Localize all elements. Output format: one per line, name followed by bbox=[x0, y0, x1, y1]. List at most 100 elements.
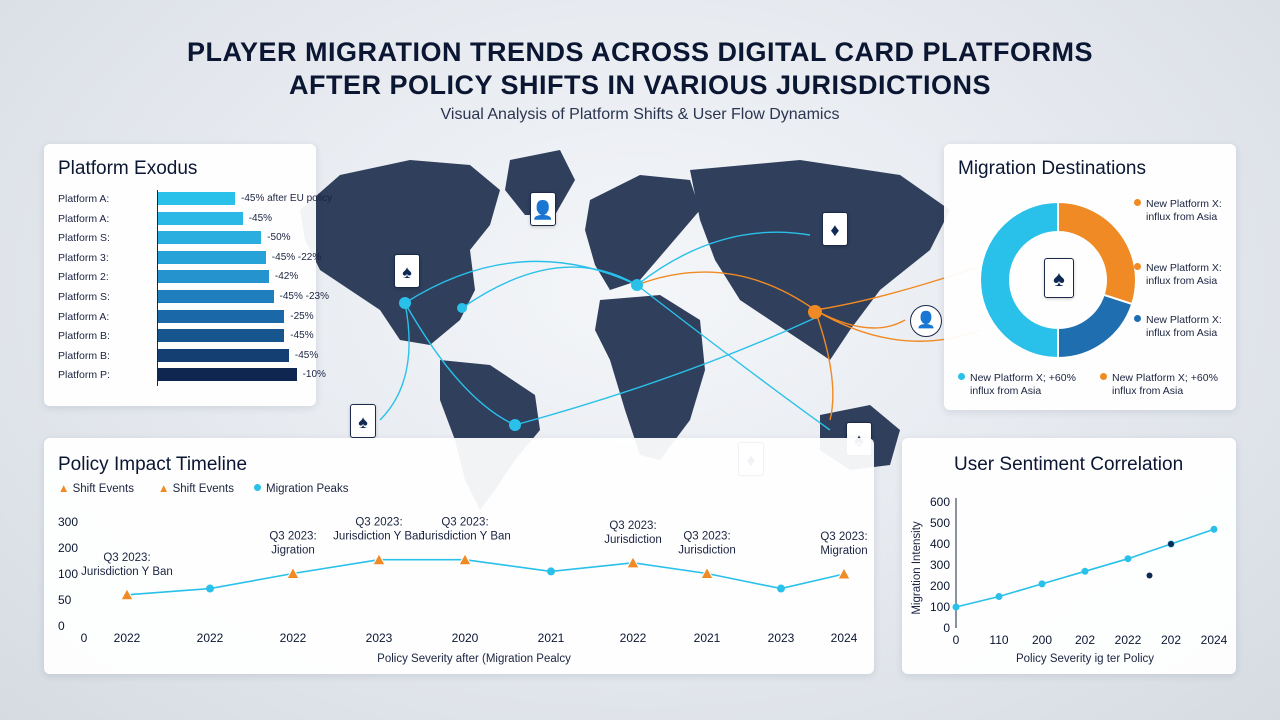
flow-line bbox=[379, 302, 410, 421]
flow-line bbox=[636, 284, 831, 431]
annotation-label: Jurisdiction bbox=[678, 544, 736, 556]
exodus-bar bbox=[158, 250, 266, 264]
exodus-row: Platform B: -45% bbox=[44, 327, 316, 345]
legend-text: New Platform X: bbox=[1146, 262, 1222, 274]
x-tick-label: 2021 bbox=[538, 631, 565, 645]
exodus-value-label: -42% bbox=[274, 271, 299, 283]
exodus-bar bbox=[158, 368, 297, 382]
legend-text: New Platform X: bbox=[1146, 198, 1222, 210]
x-tick-label: 200 bbox=[1032, 633, 1052, 647]
exodus-title: Platform Exodus bbox=[58, 158, 198, 179]
legend-swatch bbox=[1134, 263, 1141, 270]
legend-swatch bbox=[1134, 199, 1141, 206]
flow-line bbox=[404, 260, 638, 304]
shift-event-marker bbox=[700, 566, 714, 579]
x-tick-label: 2022 bbox=[197, 631, 224, 645]
legend-text: influx from Asia bbox=[1146, 211, 1218, 223]
trend-point bbox=[995, 593, 1003, 600]
y-tick-label: 200 bbox=[58, 541, 78, 555]
exodus-bar bbox=[158, 309, 285, 323]
x-tick-label: 110 bbox=[989, 633, 1008, 647]
annotation-label: Jurisdiction bbox=[604, 534, 662, 546]
x-tick-label: 2022 bbox=[114, 631, 141, 645]
legend-text: influx from Asia bbox=[970, 385, 1042, 397]
x-tick-label: 2021 bbox=[694, 631, 721, 645]
exodus-category-label: Platform S: bbox=[58, 232, 110, 245]
x-tick-label: 2020 bbox=[452, 631, 479, 645]
legend-text: influx from Asia bbox=[1146, 327, 1218, 339]
exodus-bar bbox=[158, 211, 243, 225]
x-tick-label: 2022 bbox=[280, 631, 307, 645]
hub-glow bbox=[399, 297, 411, 309]
exodus-value-label: -45% bbox=[248, 212, 273, 224]
scatter-point bbox=[1168, 541, 1174, 547]
timeline-chart: 300 200 100 50 0 0 2022 2022 2022 2023 2020 2021 202… bbox=[58, 515, 868, 665]
exodus-row: Platform S: -45% -23% bbox=[44, 288, 329, 306]
legend-shift-events: ▲ Shift Events bbox=[58, 483, 134, 495]
exodus-category-label: Platform B: bbox=[58, 330, 110, 343]
legend-text: New Platform X: bbox=[1146, 314, 1222, 326]
y-tick-label: 300 bbox=[930, 558, 950, 572]
y-tick-label: 300 bbox=[58, 515, 78, 529]
timeline-title: Policy Impact Timeline bbox=[58, 454, 248, 475]
exodus-row: Platform A: -25% bbox=[44, 308, 316, 326]
shift-event-marker bbox=[372, 552, 386, 566]
exodus-category-label: Platform 2: bbox=[58, 271, 109, 284]
flow-line bbox=[636, 271, 816, 311]
shift-event-marker bbox=[286, 566, 300, 579]
annotation-label: Q3 2023: bbox=[355, 517, 402, 529]
y-tick-label: 500 bbox=[930, 516, 950, 530]
legend-text: New Platform X; +60% bbox=[970, 372, 1076, 384]
y-axis-label: Migration Intensity bbox=[911, 521, 923, 615]
policy-timeline-panel: Policy Impact Timeline ▲ Shift Events ▲ … bbox=[44, 438, 874, 674]
exodus-category-label: Platform B: bbox=[58, 349, 110, 362]
card-icon: ♠ bbox=[394, 254, 420, 288]
flow-line bbox=[514, 317, 816, 426]
legend-text: influx from Asia bbox=[1112, 385, 1184, 397]
legend-swatch bbox=[1100, 373, 1107, 380]
migration-peak-marker bbox=[206, 584, 214, 593]
y-tick-label: 0 bbox=[58, 619, 65, 633]
x-tick-label: 2022 bbox=[620, 631, 647, 645]
exodus-bar bbox=[158, 231, 262, 245]
exodus-category-label: Platform A: bbox=[58, 193, 110, 205]
annotation-label: Q3 2023: bbox=[269, 530, 316, 542]
x-tick-label: 202 bbox=[1161, 633, 1181, 647]
x-tick-label: 2023 bbox=[768, 631, 795, 645]
migration-flows bbox=[379, 231, 981, 431]
exodus-value-label: -10% bbox=[302, 369, 326, 381]
hub-glow bbox=[509, 419, 521, 431]
exodus-row: Platform B: -45% bbox=[44, 347, 319, 365]
exodus-value-label: -45% bbox=[290, 330, 314, 342]
spade-card-icon: ♠ bbox=[350, 404, 376, 438]
annotation-label: Jurisdiction Y Ban bbox=[333, 531, 425, 543]
exodus-bar bbox=[158, 192, 235, 205]
exodus-bar bbox=[158, 290, 274, 303]
north-america bbox=[300, 160, 500, 345]
exodus-category-label: Platform S: bbox=[58, 291, 110, 303]
exodus-category-label: Platform A: bbox=[58, 310, 110, 323]
shift-event-marker bbox=[626, 555, 640, 569]
y-tick-label: 600 bbox=[930, 495, 950, 509]
y-tick-label: 400 bbox=[930, 537, 950, 551]
legend-text: influx from Asia bbox=[1146, 275, 1218, 287]
x-tick-label: 202 bbox=[1075, 633, 1095, 647]
legend-item-right: New Platform X: influx from Asia bbox=[1134, 314, 1222, 340]
flow-line bbox=[404, 302, 516, 426]
y-tick-label: 100 bbox=[930, 600, 950, 614]
annotation-label: Jurisdiction Y Ban bbox=[419, 531, 511, 543]
legend-shift-events-2: ▲ Shift Events bbox=[158, 483, 234, 495]
legend-swatch bbox=[958, 373, 965, 380]
y-tick-label: 0 bbox=[943, 621, 950, 635]
x-tick-label: 2023 bbox=[366, 631, 393, 645]
donut-slice bbox=[1057, 293, 1134, 360]
annotation-label: Q3 2023: bbox=[820, 531, 867, 543]
continents bbox=[300, 150, 950, 510]
annotation-label: Q3 2023: bbox=[683, 530, 730, 542]
exodus-category-label: Platform P: bbox=[58, 369, 110, 382]
x-tick-label: 0 bbox=[81, 631, 88, 645]
exodus-value-label: -45% after EU policy bbox=[241, 193, 333, 204]
exodus-value-label: -45% bbox=[294, 349, 319, 361]
trend-point bbox=[1038, 580, 1046, 588]
